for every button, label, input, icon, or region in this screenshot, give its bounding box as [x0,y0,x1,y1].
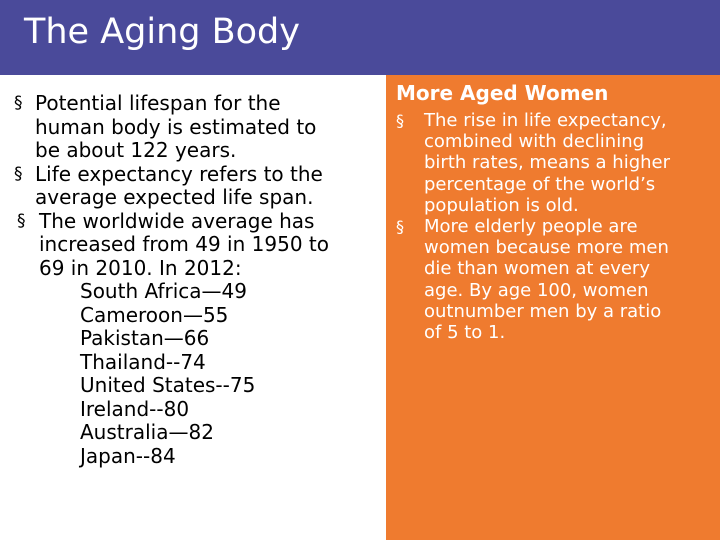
bullet-line: human body is estimated to [35,114,317,139]
country-item: Ireland--80 [80,396,190,421]
bullet-rise-in-life-expectancy: § The rise in life expectancy, combined … [394,110,714,216]
bullet-line: The rise in life expectancy, [424,110,667,131]
panel-heading: More Aged Women [396,81,609,105]
bullet-marker-icon: § [17,210,26,231]
bullet-marker-icon: § [396,111,404,130]
bullet-line: population is old. [424,194,579,216]
bullet-line: be about 122 years. [35,138,237,162]
bullet-line: Potential lifespan for the [35,91,281,115]
country-item: Japan--84 [80,443,176,468]
bullet-line: combined with declining [424,131,645,153]
country-item: Pakistan—66 [80,326,210,350]
bullet-line: 69 in 2010. In 2012: [39,255,242,280]
bullet-line: average expected life span. [35,185,314,209]
country-item: United States--75 [80,373,256,397]
country-item: Thailand--74 [80,349,206,374]
bullet-line: of 5 to 1. [424,322,506,344]
country-item: Cameroon—55 [80,302,229,327]
bullet-line: increased from 49 in 1950 to [39,232,329,256]
bullet-lifespan: § Potential lifespan for the human body … [14,91,384,163]
slide-title: The Aging Body [24,12,300,52]
bullet-line: Life expectancy refers to the [35,161,323,186]
bullet-line: age. By age 100, women [424,279,649,301]
bullet-line: outnumber men by a ratio [424,300,662,322]
country-item: South Africa—49 [80,279,247,303]
bullet-life-expectancy: § Life expectancy refers to the average … [14,161,384,210]
bullet-worldwide-average: § The worldwide average has increased fr… [14,208,384,281]
bullet-line: birth rates, means a higher [424,152,671,174]
bullet-marker-icon: § [396,217,404,237]
left-column: § Potential lifespan for the human body … [14,91,384,468]
bullet-line: The worldwide average has [39,208,315,233]
bullet-marker-icon: § [14,93,23,113]
panel-body: § The rise in life expectancy, combined … [394,110,714,343]
bullet-line: women because more men [424,237,669,259]
country-list: South Africa—49 Cameroon—55 Pakistan—66 … [14,279,384,468]
title-bar: The Aging Body [0,0,720,75]
country-item: Australia—82 [80,420,214,444]
bullet-marker-icon: § [14,163,23,184]
bullet-line: die than women at every [424,258,650,280]
bullet-more-elderly-women: § More elderly people are women because … [394,216,714,343]
bullet-line: percentage of the world’s [424,173,656,195]
bullet-line: More elderly people are [424,216,638,238]
aged-women-panel: More Aged Women § The rise in life expec… [386,75,720,540]
